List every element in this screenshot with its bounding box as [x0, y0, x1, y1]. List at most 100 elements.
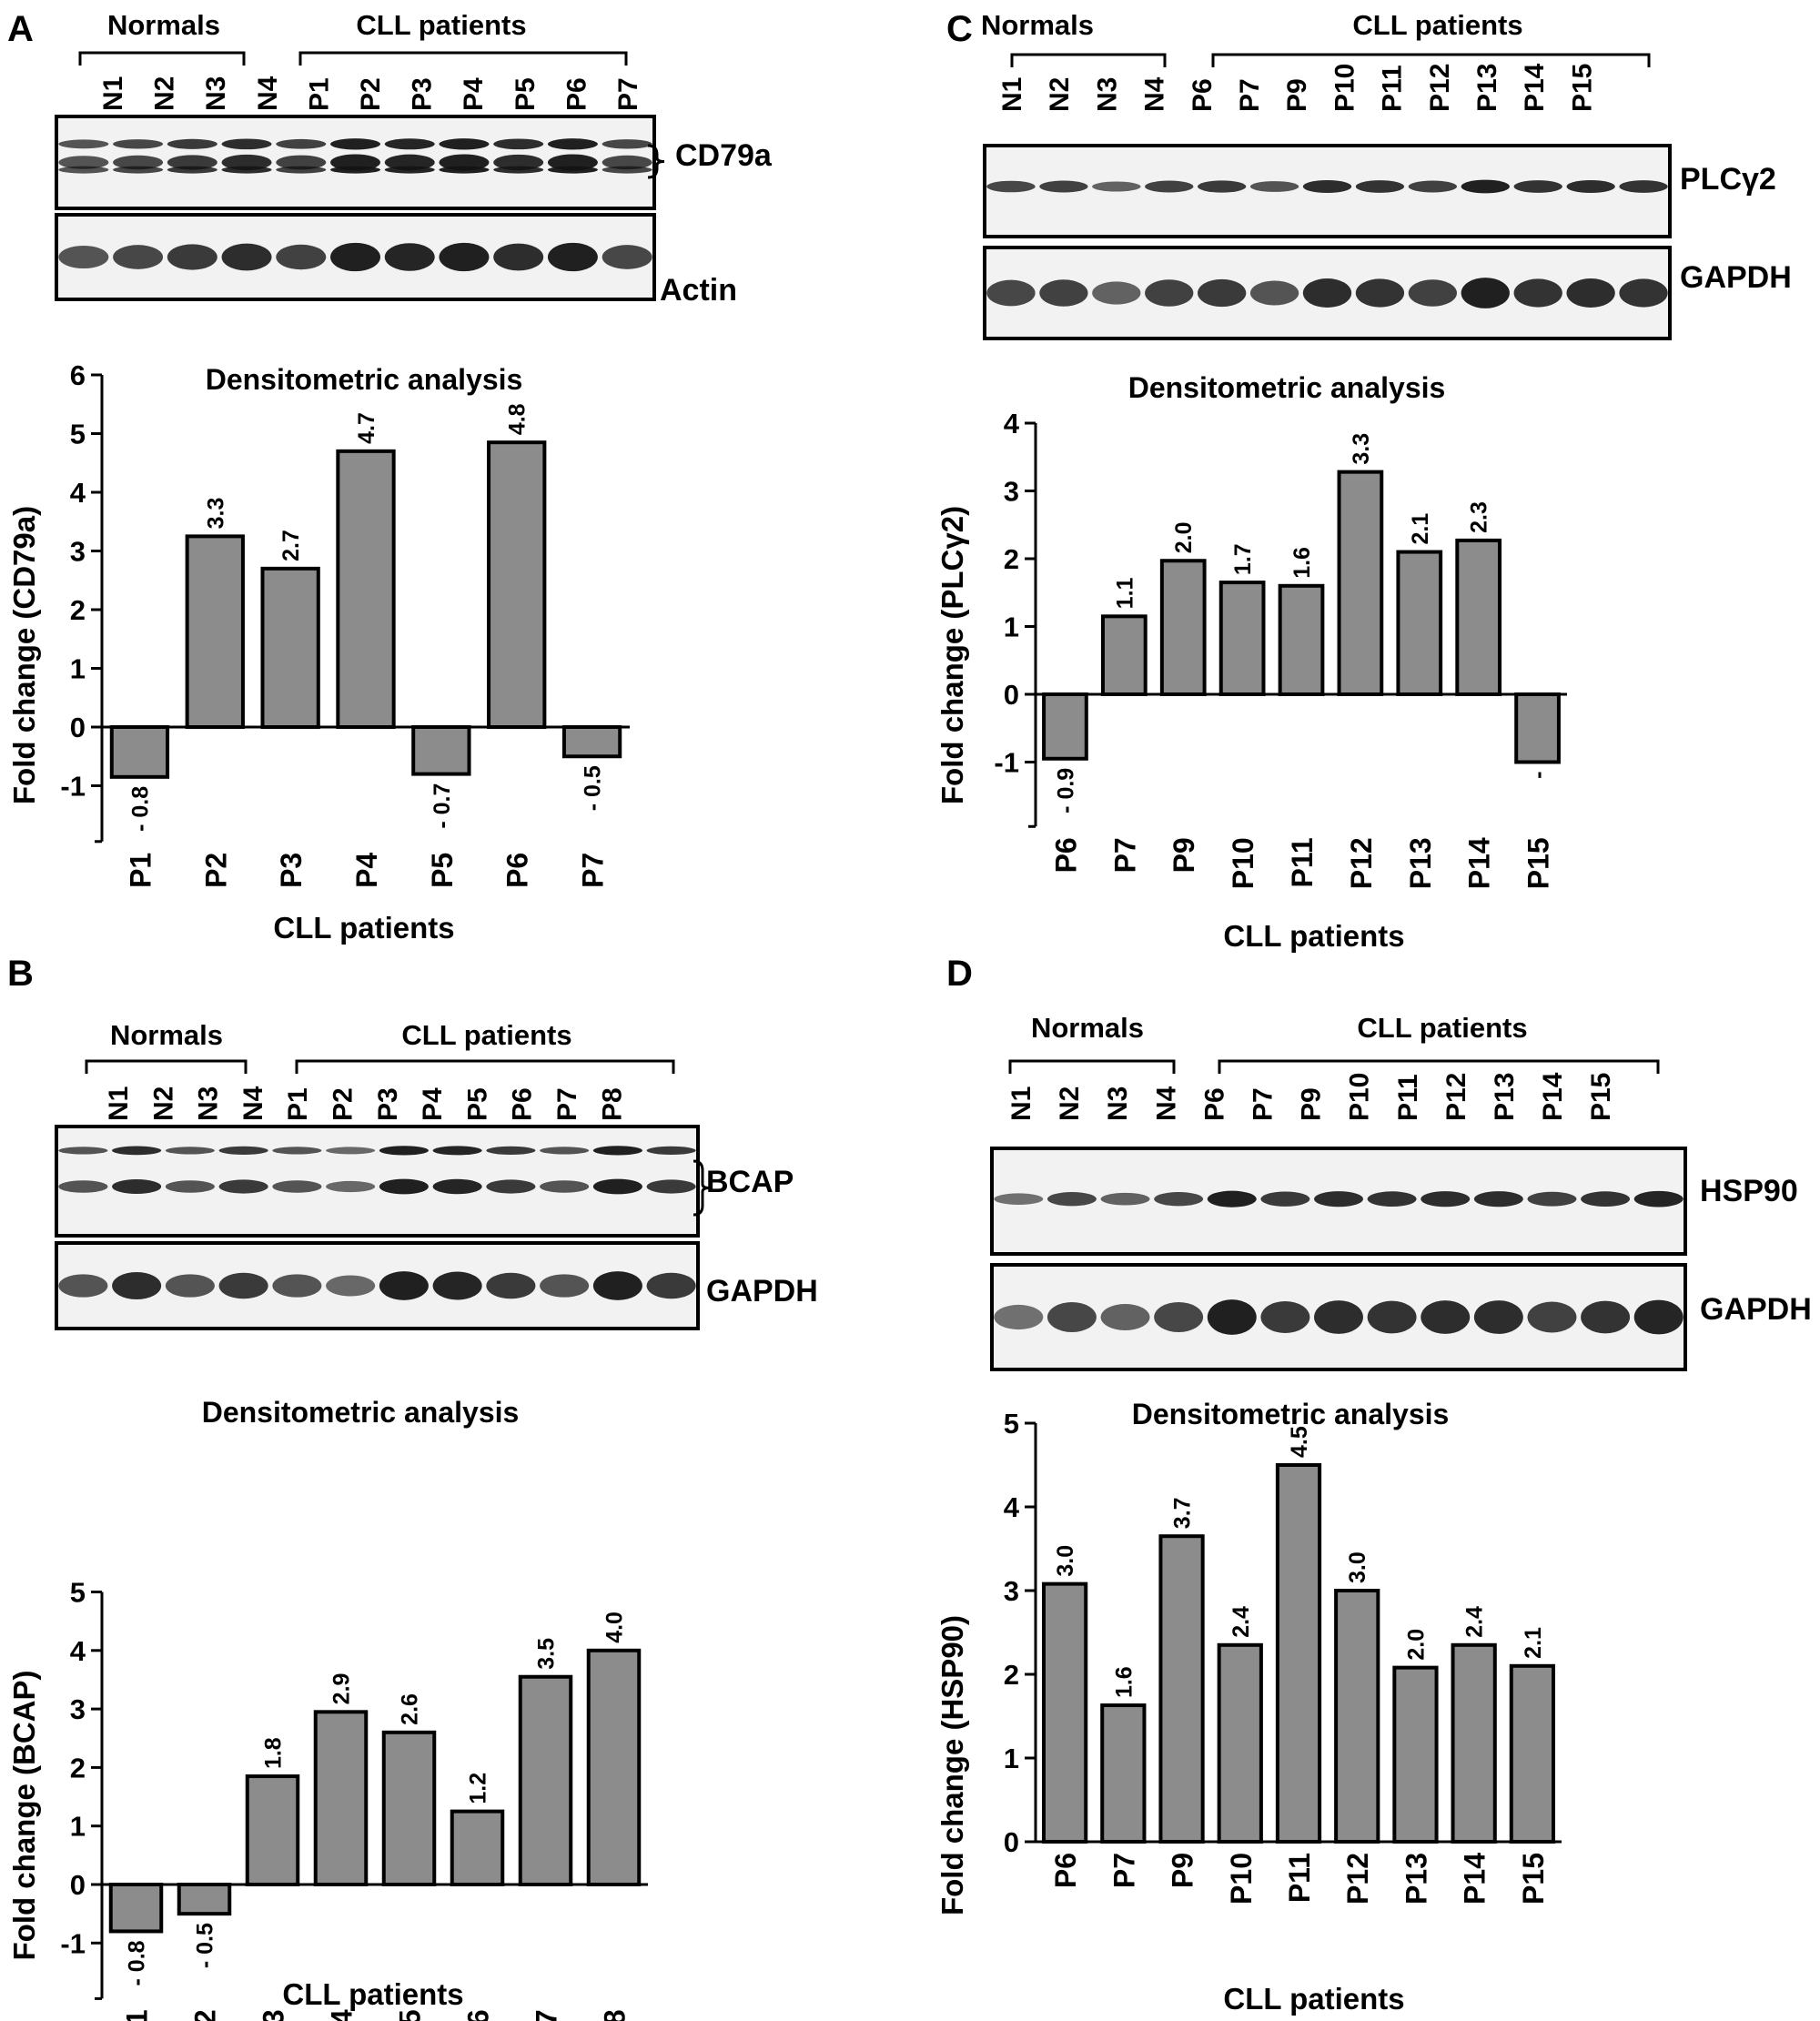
x-tick-label-p2: P2 [199, 853, 232, 888]
patients-group-label: CLL patients [1352, 9, 1522, 41]
blot-band [1619, 278, 1668, 308]
bar-p7 [561, 725, 622, 759]
y-axis-title: Fold change (BCAP) [7, 1671, 41, 1961]
blot-band [1527, 1191, 1577, 1207]
blot-0-frame [55, 1125, 700, 1238]
blot-band [384, 243, 435, 271]
blot-band [439, 154, 490, 171]
lane-label-p6: P6 [508, 1087, 538, 1121]
bar-p13 [1392, 1665, 1439, 1844]
lane-label-p12: P12 [1441, 1073, 1471, 1121]
blot-band [272, 1147, 322, 1155]
x-tick-label-p8: P8 [599, 2009, 632, 2021]
value-label-p10: 2.4 [1228, 1606, 1254, 1638]
panel-a: A Normals CLL patients CD79a Actin [7, 9, 773, 308]
lane-label-p15: P15 [1567, 64, 1597, 112]
lane-label-p6: P6 [1199, 1087, 1229, 1121]
blot-band [58, 156, 109, 169]
value-label-p3: 1.8 [261, 1737, 287, 1769]
y-tick-label: 2 [1004, 1659, 1019, 1691]
bar-p1 [109, 725, 170, 779]
blot-band [379, 1178, 429, 1195]
chart-a: Densitometric analysis 6 5 4 3 2 1 0 -1 CLL patie… [60, 359, 630, 945]
patients-bracket [1211, 53, 1651, 67]
blot-label-hsp90: HSP90 [1700, 1174, 1798, 1208]
bar-p15 [1514, 692, 1561, 764]
lane-label-p13: P13 [1490, 1073, 1520, 1121]
lane-label-p3: P3 [373, 1087, 403, 1121]
blot-band [326, 1147, 376, 1155]
blot-band [1408, 279, 1457, 307]
blot-band [1302, 179, 1352, 194]
value-label-p2: 3.3 [203, 498, 228, 530]
blot-band [646, 1179, 696, 1194]
blot-band [1513, 278, 1562, 308]
blot-band [493, 243, 544, 271]
bar-p6 [1041, 1581, 1088, 1844]
value-label-p6: 4.8 [505, 403, 531, 435]
bar-p7 [1100, 614, 1148, 697]
patients-group-label: CLL patients [1357, 1012, 1527, 1044]
blot-band [165, 1180, 215, 1193]
lane-label-p5: P5 [511, 77, 541, 111]
blot-band [432, 1271, 482, 1300]
x-tick-label-p15: P15 [1522, 837, 1555, 889]
blot-band [167, 138, 217, 149]
value-label-p1: - 0.8 [127, 786, 153, 832]
lane-label-n2: N2 [1055, 1086, 1085, 1121]
blot-band [1154, 1191, 1204, 1207]
x-tick-label-p3: P3 [258, 2009, 290, 2021]
bar-p7 [518, 1674, 573, 1886]
blot-1-frame [55, 1241, 700, 1330]
y-tick-label: 2 [70, 594, 86, 626]
value-label-p8: 4.0 [602, 1612, 628, 1643]
y-tick-label: 3 [70, 536, 86, 568]
chart-b: Densitometric analysis 5 4 3 2 1 0 -1 CLL patien… [60, 1396, 648, 2011]
x-tick-label-p4: P4 [350, 853, 383, 888]
lane-label-p6: P6 [1188, 78, 1218, 112]
blot-band [167, 166, 217, 174]
blot-band [439, 242, 490, 272]
lane-label-p2: P2 [356, 77, 386, 111]
lane-label-p9: P9 [1297, 1087, 1327, 1121]
blot-band [1408, 180, 1457, 193]
bar-p12 [1337, 470, 1384, 697]
blot-band [1198, 180, 1247, 193]
x-tick-label-p14: P14 [1463, 837, 1496, 889]
y-tick-label: -1 [994, 747, 1019, 779]
bar-p11 [1278, 583, 1325, 696]
bar-p1 [108, 1883, 164, 1934]
blot-band [1046, 1302, 1097, 1332]
blot-band [330, 138, 380, 150]
panel-b: B Normals CLL patients BCAP GAPDH [7, 954, 818, 1330]
blot-band [221, 138, 272, 150]
blot-band [986, 180, 1036, 193]
blot-band [1367, 1191, 1417, 1208]
bar-p4 [336, 449, 396, 729]
y-tick-label: 0 [70, 1869, 86, 1901]
lane-label-p7: P7 [613, 77, 643, 111]
blot-band [379, 1146, 429, 1156]
x-tick-label-p14: P14 [1459, 1853, 1491, 1905]
value-label-p5: - 0.7 [430, 783, 455, 829]
lane-label-n3: N3 [1103, 1086, 1133, 1121]
bar-p7 [1100, 1703, 1147, 1844]
blot-band [218, 1179, 268, 1194]
blot-band [1633, 1299, 1684, 1335]
lane-label-n4: N4 [1151, 1086, 1181, 1121]
bar-p9 [1159, 559, 1207, 696]
x-tick-label-p2: P2 [189, 2009, 222, 2021]
lane-label-n3: N3 [1092, 77, 1122, 112]
bar-p14 [1455, 538, 1502, 697]
lane-label-p9: P9 [1282, 78, 1312, 112]
lane-label-n1: N1 [997, 77, 1027, 112]
patients-bracket [295, 1059, 675, 1074]
blot-band [1619, 180, 1668, 193]
blot-band [326, 1180, 376, 1193]
x-tick-label-p5: P5 [394, 2009, 427, 2021]
blot-band [1581, 1191, 1631, 1208]
x-tick-label-p7: P7 [531, 2009, 563, 2021]
lane-label-n2: N2 [150, 76, 180, 111]
value-label-p3: 2.7 [278, 530, 304, 561]
blot-band [602, 245, 652, 269]
